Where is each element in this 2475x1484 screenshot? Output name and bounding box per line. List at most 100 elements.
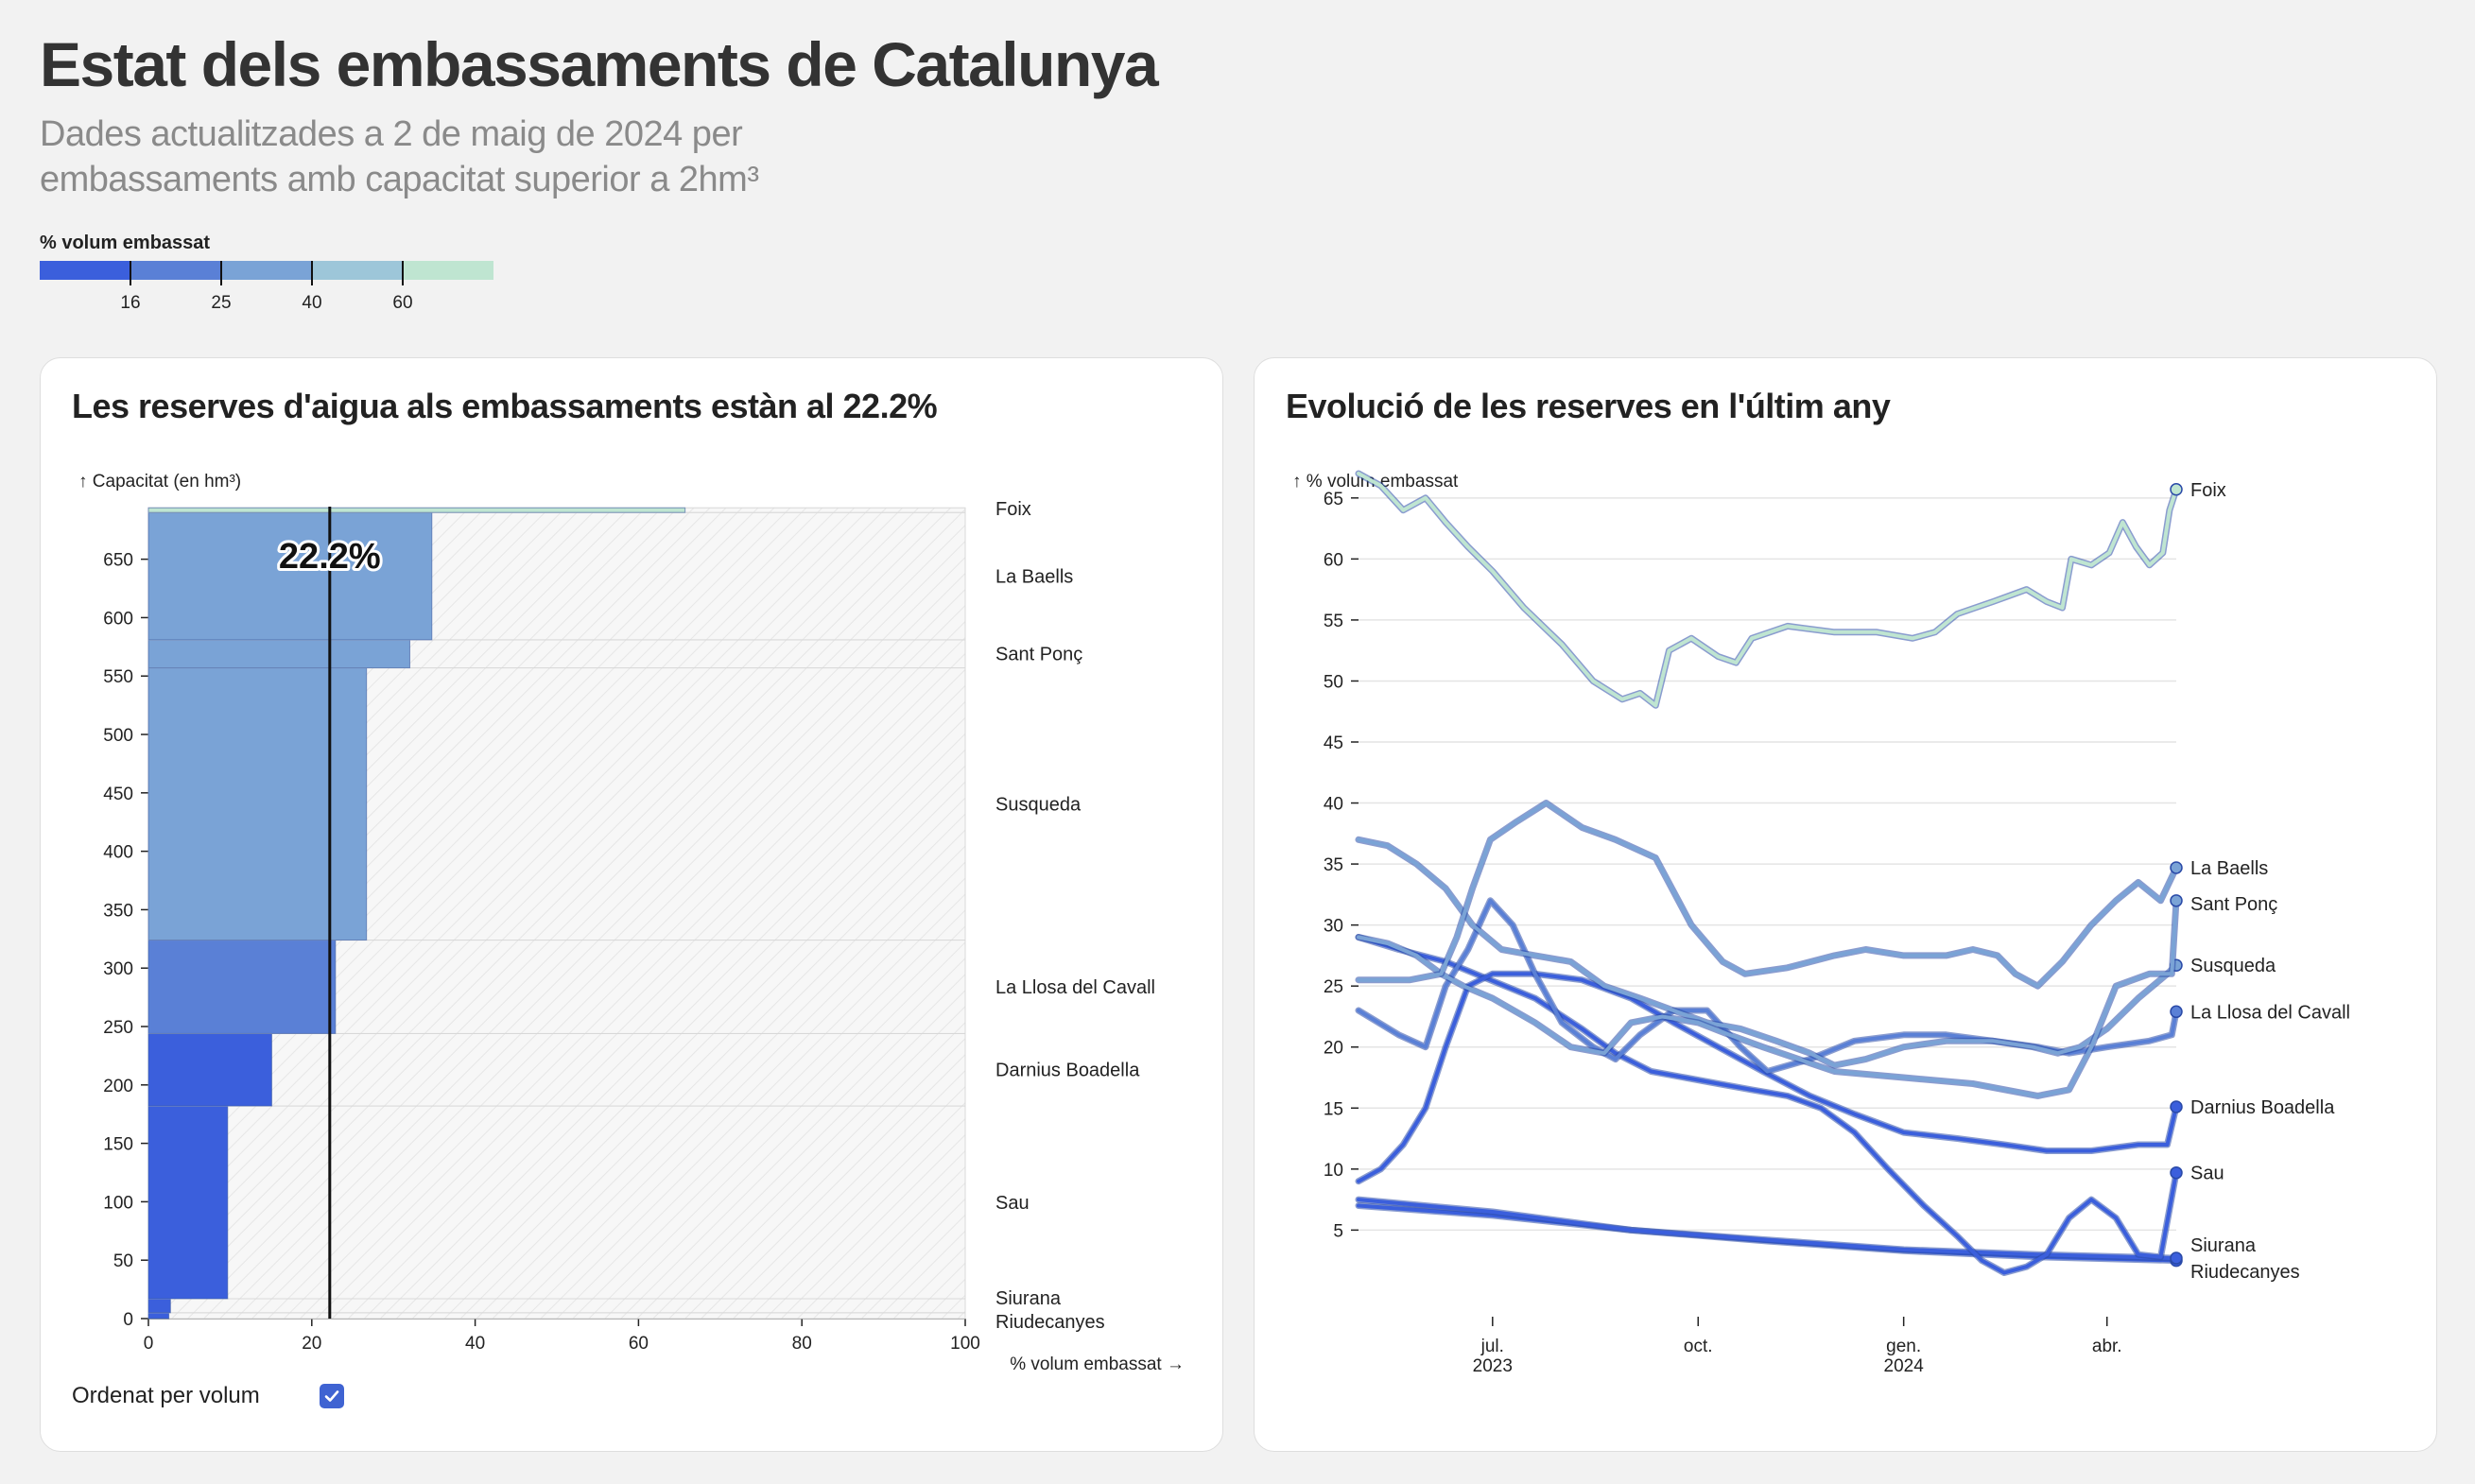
reservoir-bar-la-llosa-del-cavall xyxy=(147,940,337,1034)
y-tick-label: 500 xyxy=(103,726,133,746)
x-tick-label: 40 xyxy=(465,1334,485,1354)
reservoir-bar-susqueda xyxy=(147,667,368,941)
sort-toggle[interactable]: Ordenat per volum xyxy=(72,1383,344,1409)
y-tick-label: 450 xyxy=(103,785,133,804)
y-tick-label: 400 xyxy=(103,843,133,863)
series-label-susqueda: Susqueda xyxy=(2190,956,2276,976)
reservoir-bar-riudecanyes xyxy=(147,1312,170,1320)
y-axis-label: ↑ Capacitat (en hm³) xyxy=(78,472,241,492)
x-tick-label: oct. xyxy=(1684,1337,1713,1356)
reservoir-label-siurana: Siurana xyxy=(995,1288,1062,1309)
legend-swatch xyxy=(40,261,130,280)
series-line-sau xyxy=(1357,935,2178,1275)
series-end-point-siurana xyxy=(2170,1251,2183,1265)
series-label-darnius-boadella: Darnius Boadella xyxy=(2190,1097,2335,1118)
series-line-outline-la-baells xyxy=(1355,800,2180,990)
legend-swatch xyxy=(130,261,221,280)
legend-title: % volum embassat xyxy=(40,233,211,253)
legend-ramp: 16 25 40 60 xyxy=(40,261,493,313)
x-tick-label: 80 xyxy=(792,1334,812,1354)
legend-swatch xyxy=(312,261,403,280)
series-label-sau: Sau xyxy=(2190,1164,2224,1184)
y-tick-label: 5 xyxy=(1333,1221,1343,1241)
legend-tick-label: 25 xyxy=(211,293,231,313)
capacity-bar-chart: ↑ Capacitat (en hm³) 0 20 40 60 80 100 % volum … xyxy=(78,472,1185,1374)
x-tick-label: 20 xyxy=(302,1334,321,1354)
page-subtitle: Dades actualitzades a 2 de maig de 2024 … xyxy=(40,114,759,199)
reservoir-label-susqueda: Susqueda xyxy=(995,795,1082,816)
y-tick-label: 600 xyxy=(103,609,133,629)
sort-checkbox[interactable] xyxy=(320,1384,344,1408)
reservoir-capacity-siurana xyxy=(147,1298,966,1314)
legend-tick-label: 60 xyxy=(392,293,412,313)
check-icon xyxy=(324,1390,339,1402)
x-tick-label: 100 xyxy=(950,1334,980,1354)
y-tick-label: 150 xyxy=(103,1135,133,1155)
reservoir-bar-siurana xyxy=(147,1298,171,1314)
series-line-outline-sau xyxy=(1355,934,2180,1276)
y-tick-label: 35 xyxy=(1324,855,1343,875)
y-tick-label: 55 xyxy=(1324,612,1343,631)
legend-tick-label: 16 xyxy=(120,293,140,313)
y-tick-label: 50 xyxy=(1324,672,1343,692)
reservoir-bar-la-baells xyxy=(147,511,433,641)
reservoir-label-la-llosa-del-cavall: La Llosa del Cavall xyxy=(995,977,1155,998)
y-tick-label: 200 xyxy=(103,1077,133,1096)
reservoir-label-la-baells: La Baells xyxy=(995,567,1073,588)
reservoir-capacity-darnius-boadella xyxy=(147,1032,966,1107)
reservoir-label-riudecanyes: Riudecanyes xyxy=(995,1312,1105,1333)
x-tick-label: 60 xyxy=(629,1334,649,1354)
y-tick-label: 65 xyxy=(1324,490,1343,509)
overall-value-label: 22.2% xyxy=(279,537,381,577)
y-tick-label: 650 xyxy=(103,551,133,571)
x-tick-label: jul. xyxy=(1480,1337,1504,1356)
x-axis-label: % volum embassat → xyxy=(1010,1355,1185,1374)
y-tick-label: 25 xyxy=(1324,977,1343,997)
series-label-sant-ponc: Sant Ponç xyxy=(2190,894,2277,915)
y-tick-label: 15 xyxy=(1324,1099,1343,1119)
series-label-riudecanyes: Riudecanyes xyxy=(2190,1262,2300,1283)
y-tick-label: 60 xyxy=(1324,550,1343,570)
x-tick-sublabel: 2023 xyxy=(1473,1356,1513,1376)
series-end-point-foix xyxy=(2170,483,2183,496)
bar-chart-title: Les reserves d'aigua als embassaments es… xyxy=(72,387,938,425)
series-end-point-la-baells xyxy=(2170,861,2183,874)
y-tick-label: 250 xyxy=(103,1018,133,1038)
y-tick-label: 45 xyxy=(1324,733,1343,753)
series-line-siurana xyxy=(1357,1198,2178,1261)
series-line-foix xyxy=(1357,472,2178,708)
x-tick-label: gen. xyxy=(1886,1337,1921,1356)
x-tick-sublabel: 2024 xyxy=(1884,1356,1925,1376)
reservoir-label-foix: Foix xyxy=(995,499,1031,520)
series-end-point-la-llosa-del-cavall xyxy=(2170,1005,2183,1019)
reservoir-bar-sau xyxy=(147,1105,229,1300)
legend-swatch xyxy=(403,261,493,280)
page-title: Estat dels embassaments de Catalunya xyxy=(40,29,1159,99)
series-label-foix: Foix xyxy=(2190,480,2226,501)
reservoir-label-sau: Sau xyxy=(995,1193,1030,1214)
series-end-point-sau xyxy=(2170,1165,2183,1180)
y-tick-label: 0 xyxy=(123,1310,133,1330)
series-line-outline-foix xyxy=(1355,470,2180,709)
y-tick-label: 40 xyxy=(1324,795,1343,815)
y-tick-label: 350 xyxy=(103,901,133,921)
legend-swatch xyxy=(221,261,312,280)
color-legend: % volum embassat 16 25 40 60 xyxy=(40,233,569,327)
reservoir-bar-sant-ponc xyxy=(147,639,410,669)
y-tick-label: 10 xyxy=(1324,1161,1343,1181)
series-label-la-baells: La Baells xyxy=(2190,858,2268,879)
series-line-sant-ponc xyxy=(1357,898,2178,1098)
y-tick-label: 100 xyxy=(103,1193,133,1213)
bar-chart-card: Les reserves d'aigua als embassaments es… xyxy=(40,357,1223,1452)
y-tick-label: 50 xyxy=(113,1251,133,1271)
series-end-point-darnius-boadella xyxy=(2170,1100,2183,1113)
reservoir-label-sant-ponc: Sant Ponç xyxy=(995,645,1082,665)
series-line-darnius-boadella xyxy=(1357,972,2178,1183)
reservoir-label-darnius-boadella: Darnius Boadella xyxy=(995,1061,1140,1081)
series-line-susqueda xyxy=(1357,837,2178,1068)
legend-tick-label: 40 xyxy=(302,293,321,313)
series-line-la-baells xyxy=(1357,801,2178,989)
y-tick-label: 30 xyxy=(1324,917,1343,937)
x-tick-label: abr. xyxy=(2092,1337,2122,1356)
x-tick-label: 0 xyxy=(144,1334,154,1354)
